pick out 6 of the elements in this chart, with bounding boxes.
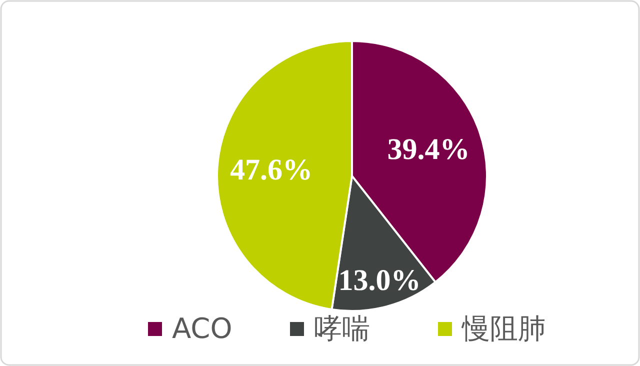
data-label: 13.0% xyxy=(338,264,421,297)
data-label: 39.4% xyxy=(387,133,470,166)
legend-label: 哮喘 xyxy=(314,312,370,345)
legend-label: 慢阻肺 xyxy=(461,312,546,345)
legend-label: ACO xyxy=(172,312,232,345)
data-label: 47.6% xyxy=(230,153,312,186)
